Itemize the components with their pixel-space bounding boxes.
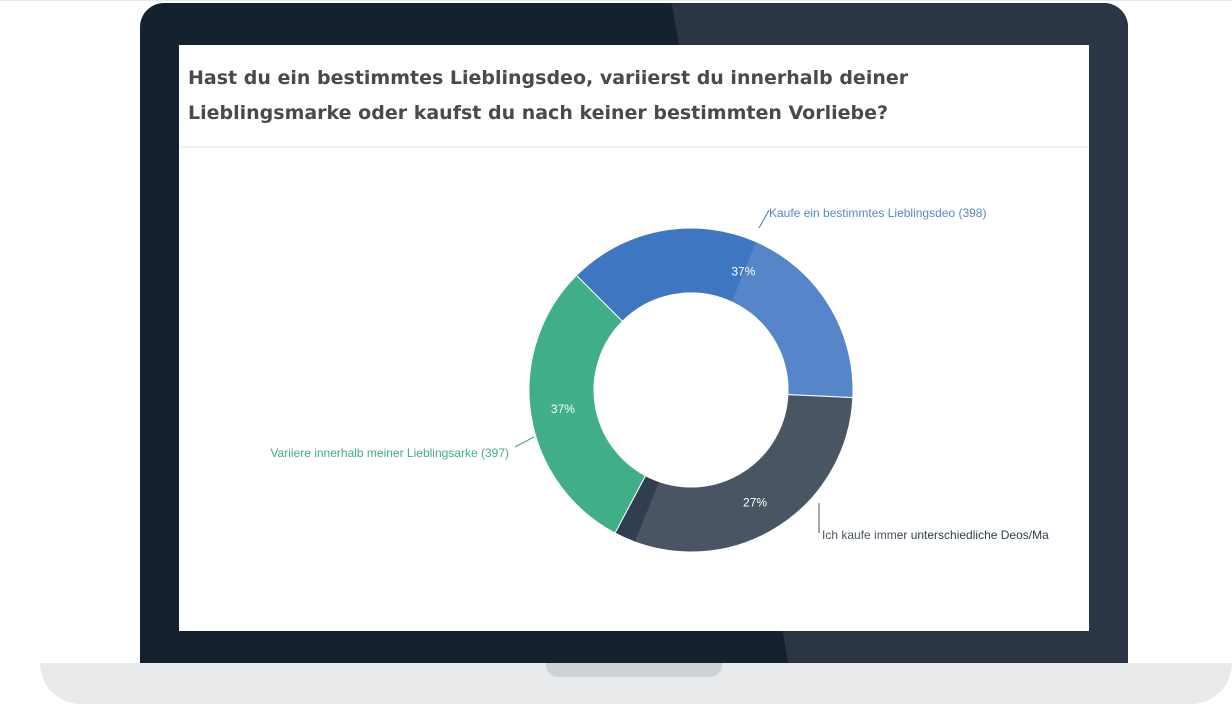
- slice-label: Variiere innerhalb meiner Lieblingsarke …: [270, 446, 509, 460]
- laptop-notch: [546, 663, 722, 677]
- slice-label: Ich kaufe immer unterschiedliche Deos/Ma: [822, 528, 1049, 542]
- top-divider: [0, 0, 1232, 1]
- slice-label: Kaufe ein bestimmtes Lieblingsdeo (398): [769, 206, 986, 220]
- slice-percent-label: 37%: [731, 265, 755, 279]
- donut-slice: [575, 227, 854, 399]
- donut-slice: [528, 274, 647, 534]
- chart-title: Hast du ein bestimmtes Lieblingsdeo, var…: [188, 67, 909, 124]
- title-divider: [179, 146, 1089, 148]
- donut-chart: 37% Kaufe ein bestimmtes Lieblingsdeo (39…: [270, 206, 1049, 553]
- leader-line: [758, 209, 770, 229]
- leader-line: [514, 436, 535, 448]
- laptop-screen: Hast du ein bestimmtes Lieblingsdeo, var…: [179, 45, 1089, 631]
- slice-percent-label: 37%: [551, 402, 575, 416]
- slice-percent-label: 27%: [743, 496, 767, 510]
- donut-slice: [614, 394, 854, 553]
